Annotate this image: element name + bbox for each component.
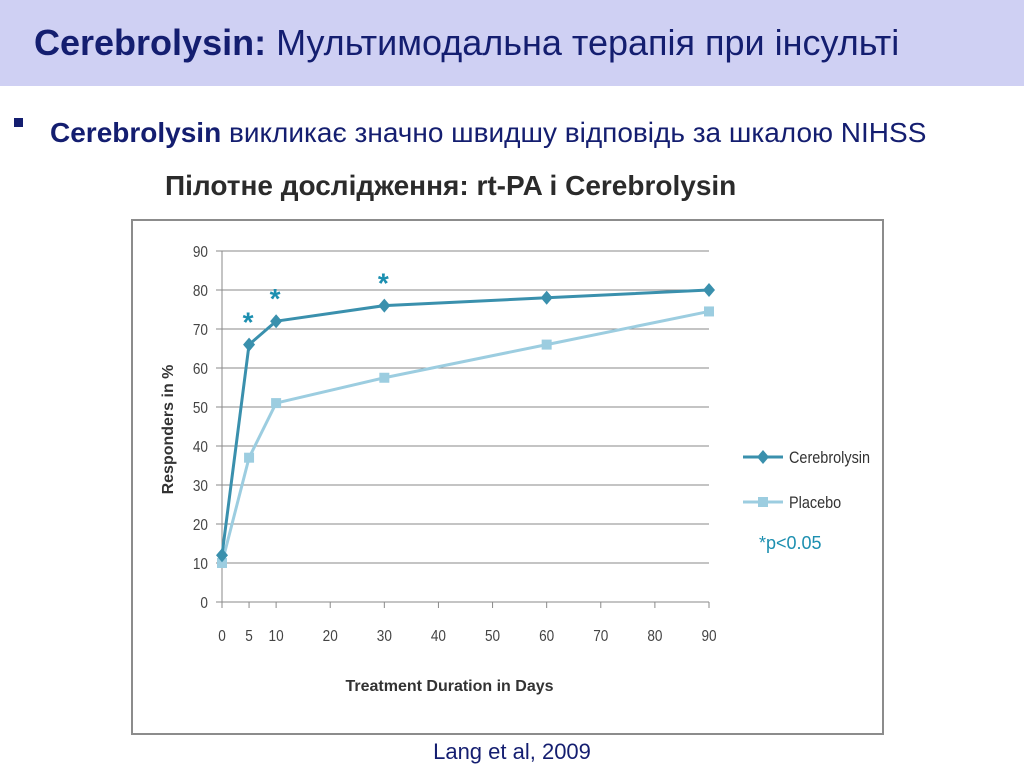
bullet-rest: викликає значно швидшу відповідь за шкал… [221,117,927,148]
data-point-cerebrolysin [703,283,715,297]
x-tick-label: 0 [218,628,226,645]
bullet-text: Cerebrolysin викликає значно швидшу відп… [50,114,1015,152]
series-line-cerebrolysin [220,288,710,556]
x-tick-label: 30 [377,628,392,645]
x-tick-label: 60 [539,628,554,645]
x-tick-label: 20 [323,628,338,645]
slide-title-bold: Cerebrolysin: [34,22,267,63]
title-bar: Cerebrolysin: Мультимодальна терапія при… [0,0,1024,86]
y-tick-label: 70 [193,322,208,339]
x-tick-label: 10 [269,628,284,645]
bullet-square-icon [14,118,23,127]
y-tick-label: 0 [200,595,208,612]
data-point-placebo [379,372,390,383]
data-point-placebo [271,398,282,409]
p-value-annotation: *p<0.05 [759,533,822,553]
chart-frame: 0 10 20 30 40 50 60 70 80 90 0 5 10 20 30 40 50 60 70 80 90 T… [131,219,884,735]
data-point-cerebrolysin [378,298,391,313]
legend-marker-placebo [758,497,768,507]
data-point-placebo [244,452,255,463]
x-axis-label: Treatment Duration in Days [345,678,553,695]
y-tick-label: 30 [193,478,208,495]
significance-asterisk: * [378,268,389,299]
data-point-placebo [217,558,227,568]
bullet-bold: Cerebrolysin [50,117,222,148]
y-tick-label: 10 [193,556,208,573]
significance-asterisk: * [243,307,254,338]
data-point-placebo [704,306,714,317]
y-tick-label: 40 [193,439,208,456]
x-tick-label: 50 [485,628,500,645]
legend-label-placebo: Placebo [789,494,841,512]
x-tick-label: 80 [647,628,662,645]
chart-subtitle: Пілотне дослідження: rt-PA і Cerebrolysi… [165,170,737,201]
x-tick-label: 90 [701,628,716,645]
chart: 0 10 20 30 40 50 60 70 80 90 0 5 10 20 30 40 50 60 70 80 90 T… [160,244,870,695]
y-tick-label: 60 [193,361,208,378]
significance-asterisk: * [270,283,281,314]
data-point-cerebrolysin [270,314,283,329]
data-point-cerebrolysin [243,337,256,352]
slide-title: Cerebrolysin: Мультимодальна терапія при… [34,22,899,64]
data-point-placebo [541,339,552,350]
slide-title-rest: Мультимодальна терапія при інсульті [266,22,900,63]
legend-marker-cerebrolysin [757,450,769,464]
data-point-cerebrolysin [216,548,228,563]
y-tick-label: 80 [193,283,208,300]
x-tick-label: 40 [431,628,446,645]
y-tick-label: 50 [193,400,208,417]
data-point-cerebrolysin [540,290,553,305]
x-tick-label: 5 [245,628,253,645]
x-tick-label: 70 [593,628,608,645]
series-line-placebo [220,309,710,564]
y-tick-label: 90 [193,244,208,261]
y-tick-label: 20 [193,517,208,534]
y-axis-label: Responders in % [160,365,177,495]
legend-label-cerebrolysin: Cerebrolysin [789,449,870,467]
citation: Lang et al, 2009 [433,739,591,764]
